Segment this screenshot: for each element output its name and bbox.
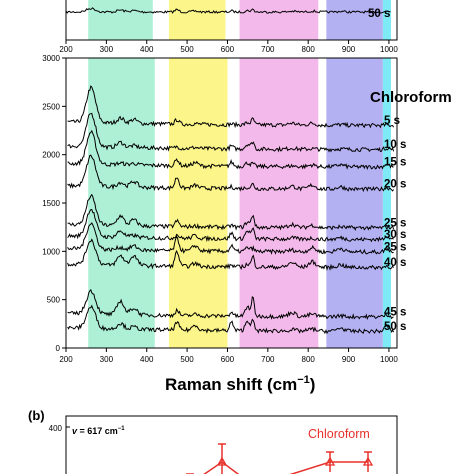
panel-b-annotation: v = 617 cm−1 xyxy=(72,426,125,436)
panel-b-frame xyxy=(65,415,398,474)
series-line xyxy=(67,112,395,153)
main-band-4 xyxy=(382,58,391,348)
x-tick-label: 200 xyxy=(59,355,73,364)
top-band-4 xyxy=(382,0,391,40)
main-band-3 xyxy=(326,58,383,348)
main-band-1 xyxy=(168,58,228,348)
series-label: 40 s xyxy=(384,257,406,269)
series-label: 20 s xyxy=(384,179,406,191)
series-line xyxy=(67,129,394,171)
x-tick-label: 700 xyxy=(261,355,275,364)
main-y-ticks: 0 500 1000 1500 2000 2500 3000 xyxy=(42,54,66,353)
x-tick-label: 800 xyxy=(302,355,316,364)
top-panel-trace xyxy=(66,7,391,14)
x-tick-label: 600 xyxy=(221,355,235,364)
series-line xyxy=(67,304,395,335)
y-tick-label: 2500 xyxy=(42,102,60,111)
top-band-2 xyxy=(239,0,319,40)
series-label: 50 s xyxy=(384,321,406,333)
x-tick-label: 400 xyxy=(140,355,154,364)
series-line xyxy=(67,288,394,321)
panel-b-legend: Chloroform xyxy=(308,427,370,441)
top-x-tick-label: 600 xyxy=(221,45,235,54)
series-label: 45 s xyxy=(384,306,406,318)
top-x-tick-label: 500 xyxy=(180,45,194,54)
panel-b-label: (b) xyxy=(28,408,45,423)
series-line xyxy=(67,85,395,129)
series-line xyxy=(67,154,394,193)
panel-b-ytick-label: 400 xyxy=(49,424,63,433)
x-tick-label: 900 xyxy=(342,355,356,364)
y-tick-label: 1500 xyxy=(42,199,60,208)
series-labels: 5 s 10 s 15 s 20 s 25 s30 s35 s 40 s 45 s 50 s xyxy=(384,115,406,333)
top-bands xyxy=(88,0,391,40)
top-x-tick-label: 700 xyxy=(261,45,275,54)
main-x-ticks: 200 300 400 500 600 700 800 900 1000 xyxy=(59,348,398,364)
series-line xyxy=(67,193,395,231)
panel-b: (b) 400 v = 617 cm−1 Chloroform xyxy=(28,408,398,474)
panel-b-series xyxy=(186,443,374,474)
y-tick-label: 0 xyxy=(56,344,61,353)
top-x-tick-label: 200 xyxy=(59,45,73,54)
y-tick-label: 3000 xyxy=(42,54,60,63)
panel-b-line xyxy=(203,461,368,474)
y-tick-label: 500 xyxy=(47,296,61,305)
panel-b-marker xyxy=(216,456,228,466)
top-x-tick-label: 1000 xyxy=(380,45,398,54)
series-label: 25 s xyxy=(384,217,406,229)
top-band-1 xyxy=(168,0,226,40)
main-bands xyxy=(88,58,391,348)
top-x-tick-label: 800 xyxy=(302,45,316,54)
top-x-tick-label: 300 xyxy=(100,45,114,54)
top-panel: 200 300 400 500 600 700 800 900 1000 50 s xyxy=(59,0,398,54)
x-axis-label: Raman shift (cm−1) xyxy=(165,374,315,394)
top-x-tick-label: 400 xyxy=(140,45,154,54)
top-band-3 xyxy=(326,0,383,40)
series-line xyxy=(67,208,394,243)
series-line xyxy=(67,238,395,271)
series-label: 35 s xyxy=(384,242,406,254)
main-panel: 200 300 400 500 600 700 800 900 1000 0 500 1000 150… xyxy=(42,54,451,394)
chart-title: Chloroform xyxy=(370,89,452,106)
series-label: 10 s xyxy=(384,139,406,151)
main-band-0 xyxy=(88,58,155,348)
series-line xyxy=(67,222,394,255)
top-series-label: 50 s xyxy=(368,8,390,20)
y-tick-label: 1000 xyxy=(42,247,60,256)
top-x-ticks: 200 300 400 500 600 700 800 900 1000 xyxy=(59,40,398,54)
main-band-2 xyxy=(239,58,319,348)
series-label: 5 s xyxy=(384,115,400,127)
top-panel-frame xyxy=(65,0,398,41)
x-tick-label: 1000 xyxy=(380,355,398,364)
top-x-tick-label: 900 xyxy=(342,45,356,54)
panel-b-marker xyxy=(362,456,374,466)
series-label: 15 s xyxy=(384,156,406,168)
top-band-0 xyxy=(88,0,153,40)
y-tick-label: 2000 xyxy=(42,151,60,160)
x-tick-label: 500 xyxy=(180,355,194,364)
x-tick-label: 300 xyxy=(100,355,114,364)
panel-b-marker xyxy=(324,456,336,466)
series-label: 30 s xyxy=(384,229,406,241)
main-traces xyxy=(67,85,395,335)
